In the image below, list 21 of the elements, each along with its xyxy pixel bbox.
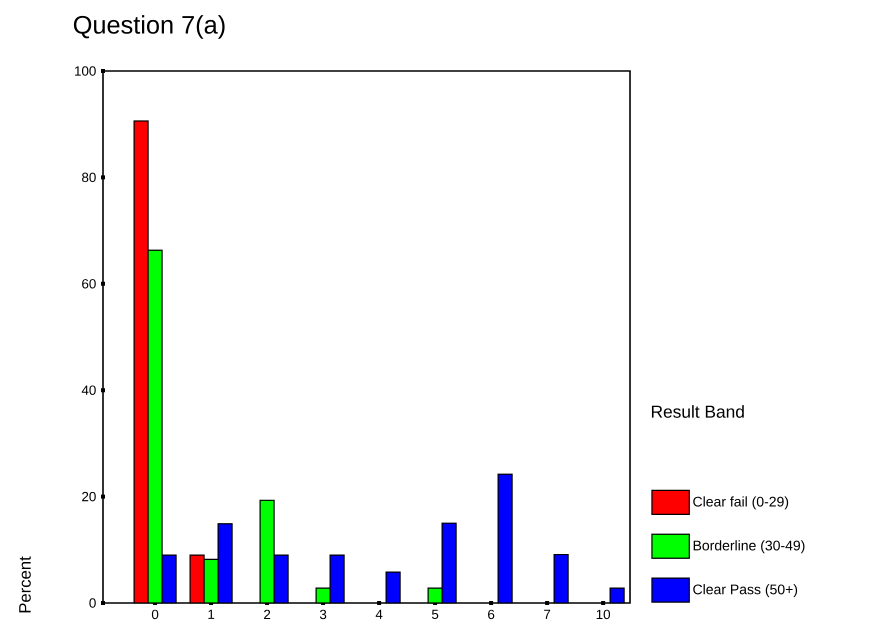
legend-label: Clear fail (0-29) [693,496,788,510]
x-tick-label: 7 [544,610,550,619]
legend-title: Result Band [652,405,744,418]
x-tick-label: 5 [432,610,438,620]
x-tick-label: 0 [152,610,158,620]
y-tick-label: 0 [89,598,96,608]
y-tick-label: 40 [82,385,96,395]
x-tick-label: 1 [208,610,214,619]
legend-label: Borderline (30-49) [694,540,804,554]
x-tick-label: 3 [320,610,326,620]
x-tick-label: 10 [596,610,610,620]
x-tick-label: 2 [264,610,270,620]
y-tick-label: 100 [75,66,96,76]
y-tick-label: 80 [82,172,96,182]
x-tick-label: 6 [488,610,494,620]
x-tick-label: 4 [376,610,382,619]
legend-label: Clear Pass (50+) [693,584,798,598]
y-tick-label: 60 [82,279,96,289]
y-tick-label: 20 [82,492,96,502]
chart-title: Question 7(a) [74,15,225,39]
y-axis-title: Percent [19,556,31,612]
